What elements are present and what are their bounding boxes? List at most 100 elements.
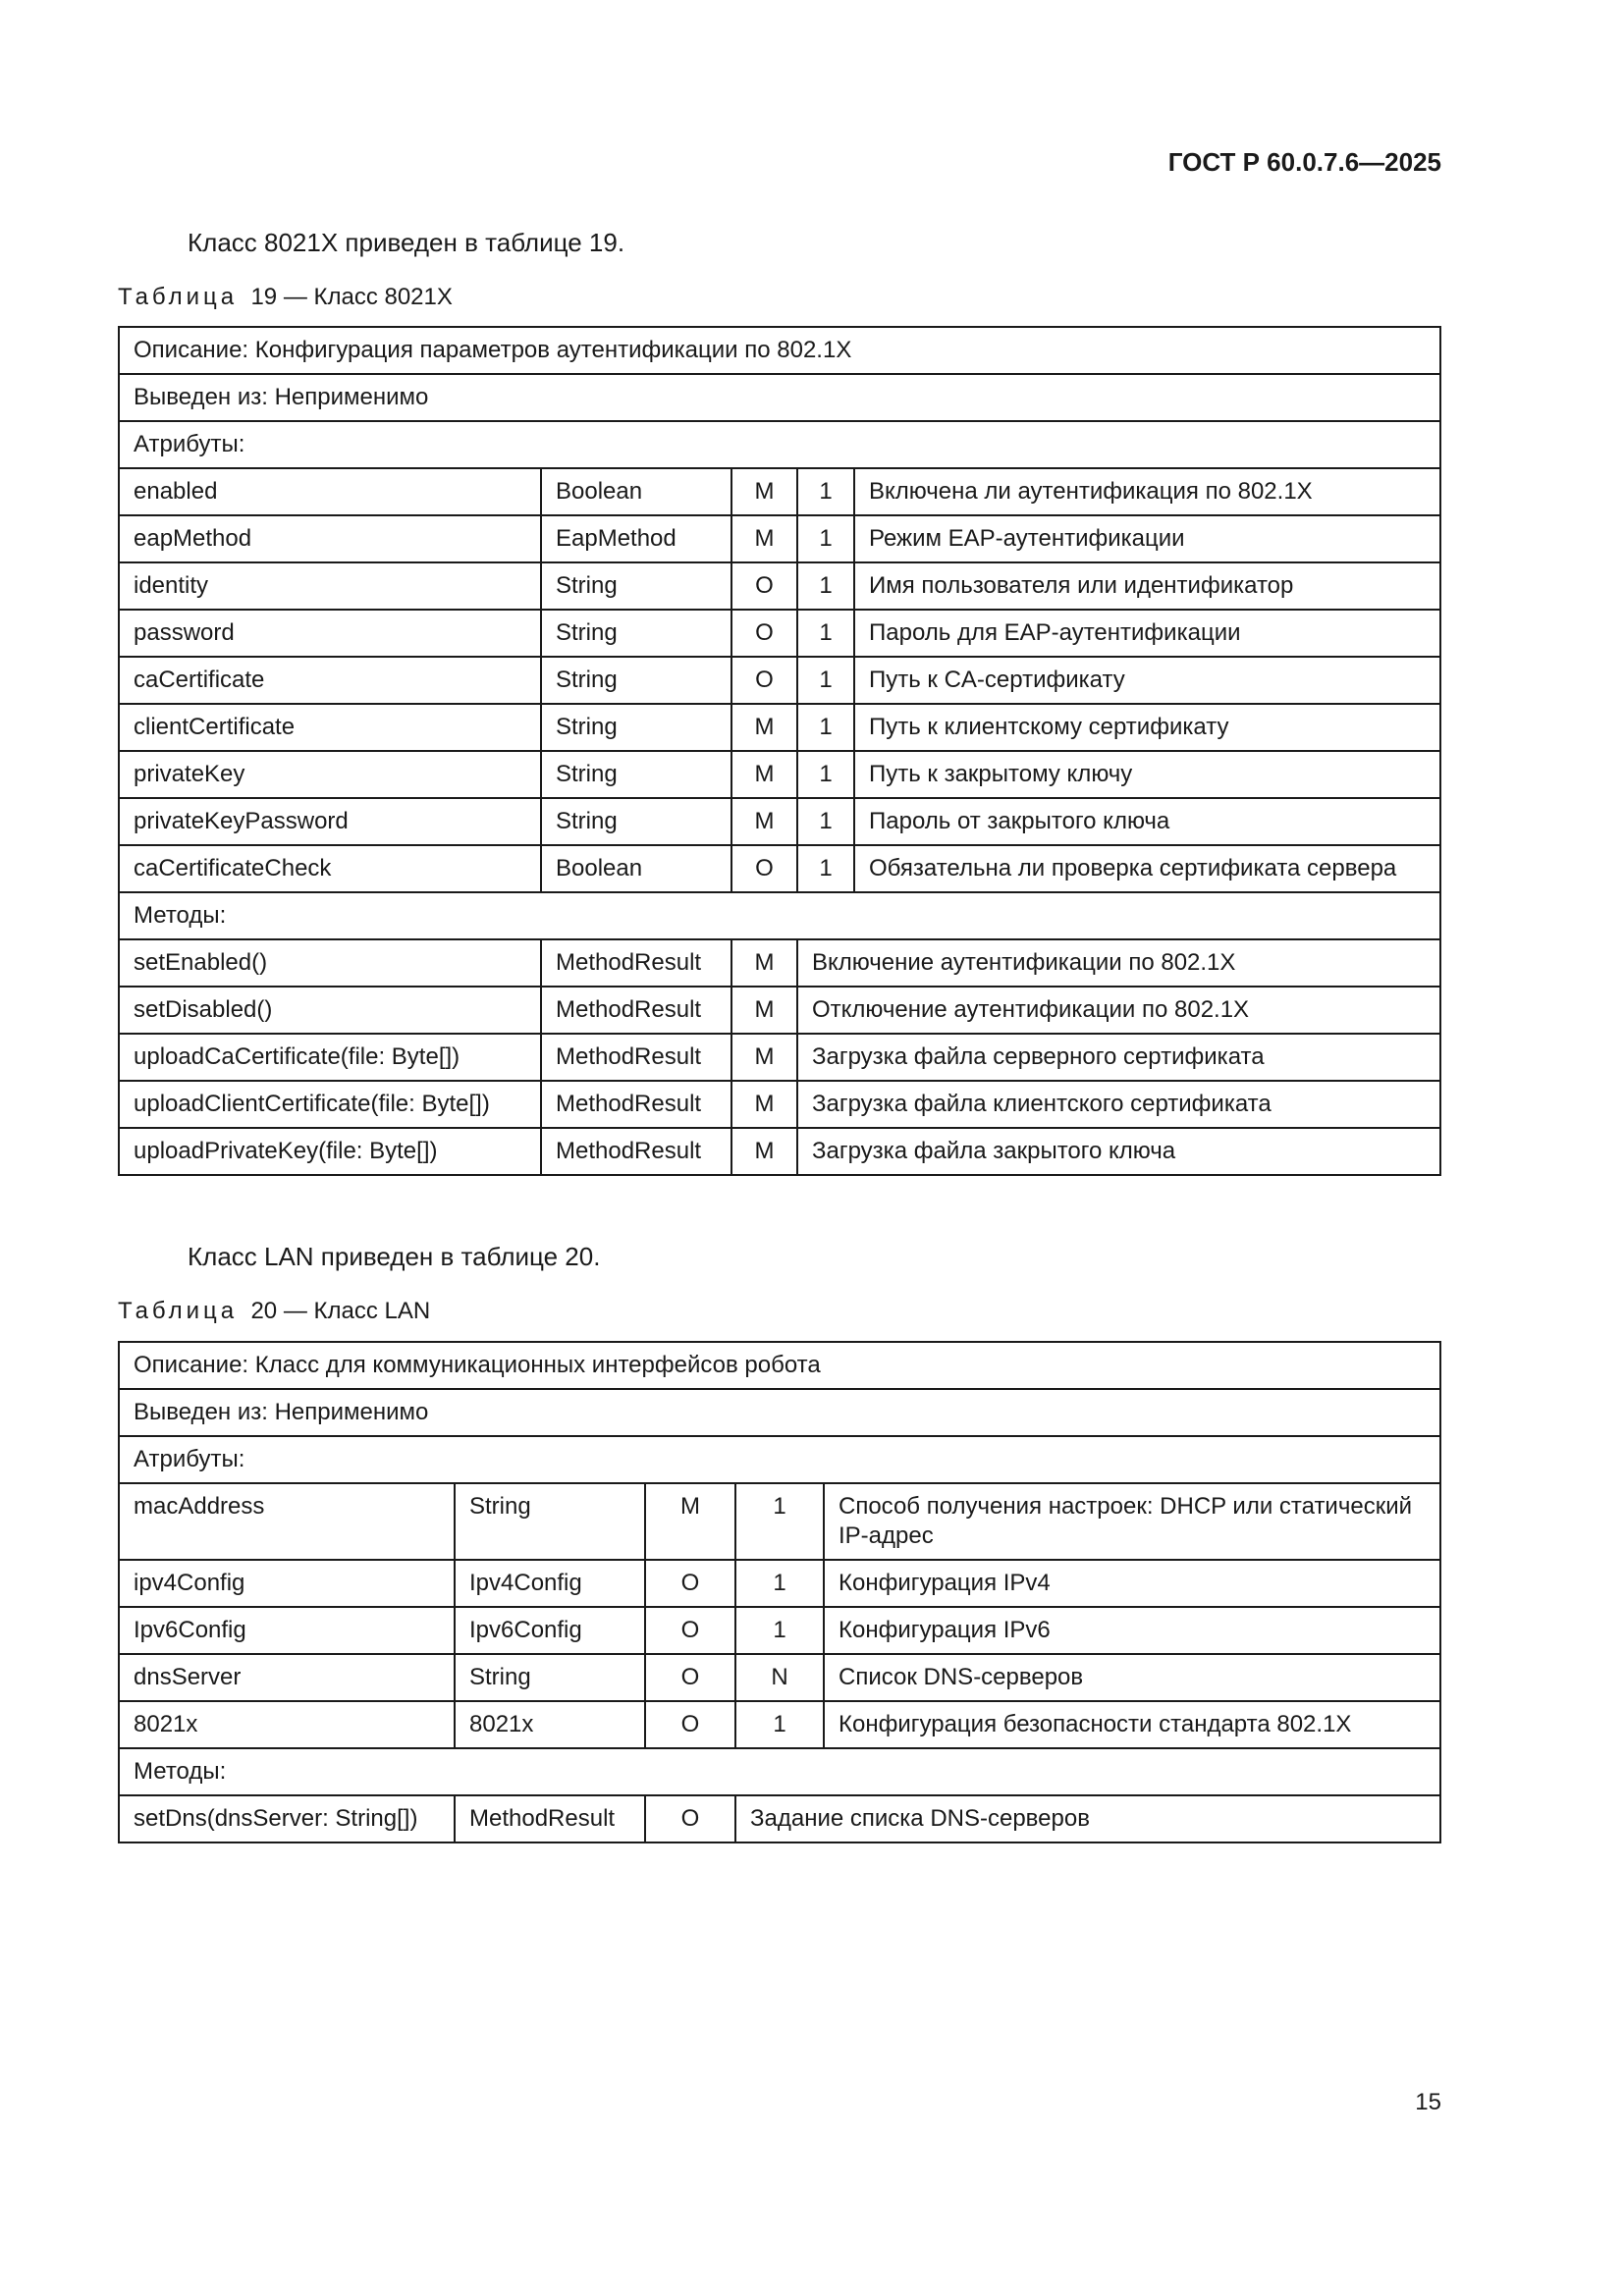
method-row: uploadCaCertificate(file: Byte[]) MethodR… [118, 1033, 1441, 1082]
method-obligation: M [731, 986, 798, 1035]
attribute-row: password String O 1 Пароль для EAP-аутентифи… [118, 609, 1441, 658]
attribute-name: macAddress [118, 1482, 456, 1561]
caption-label: Таблица [118, 1298, 239, 1324]
attribute-type: String [454, 1653, 646, 1702]
attribute-row: 8021x 8021x O 1 Конфигурация безопасности ст… [118, 1700, 1441, 1749]
attribute-multiplicity: N [734, 1653, 825, 1702]
attribute-multiplicity: 1 [796, 514, 855, 563]
attribute-description: Обязательна ли проверка сертификата серв… [853, 844, 1441, 893]
description: Описание: Конфигурация параметров аутент… [118, 326, 1441, 375]
attribute-description: Конфигурация IPv4 [823, 1559, 1441, 1608]
method-description: Загрузка файла серверного сертификата [796, 1033, 1441, 1082]
method-row: uploadClientCertificate(file: Byte[]) Met… [118, 1080, 1441, 1129]
attribute-type: Ipv6Config [454, 1606, 646, 1655]
attribute-description: Способ получения настроек: DHCP или стат… [823, 1482, 1441, 1561]
attribute-name: password [118, 609, 542, 658]
attribute-multiplicity: 1 [796, 844, 855, 893]
attribute-row: Ipv6Config Ipv6Config O 1 Конфигурация IPv6 [118, 1606, 1441, 1655]
method-row: setDns(dnsServer: String[]) MethodResult O… [118, 1794, 1441, 1843]
attribute-description: Путь к CA-сертификату [853, 656, 1441, 705]
attribute-name: 8021x [118, 1700, 456, 1749]
attribute-name: Ipv6Config [118, 1606, 456, 1655]
attribute-name: caCertificate [118, 656, 542, 705]
table-20-class-lan: Описание: Класс для коммуникационных инт… [118, 1341, 1441, 1843]
method-description: Задание списка DNS-серверов [734, 1794, 1441, 1843]
attribute-row: dnsServer String O N Список DNS-серверов [118, 1653, 1441, 1702]
table-20-caption: Таблица 20 — Класс LAN [118, 1298, 430, 1325]
attribute-obligation: O [731, 561, 798, 611]
method-description: Отключение аутентификации по 802.1X [796, 986, 1441, 1035]
method-name: uploadPrivateKey(file: Byte[]) [118, 1127, 542, 1176]
attribute-name: privateKeyPassword [118, 797, 542, 846]
attribute-type: String [540, 656, 732, 705]
attribute-obligation: M [731, 703, 798, 752]
attribute-obligation: O [731, 844, 798, 893]
document-code: ГОСТ Р 60.0.7.6—2025 [1167, 147, 1441, 177]
attribute-description: Список DNS-серверов [823, 1653, 1441, 1702]
attribute-description: Включена ли аутентификация по 802.1X [853, 467, 1441, 516]
attribute-type: String [540, 561, 732, 611]
attribute-obligation: M [731, 750, 798, 799]
attributes-header-row: Атрибуты: [118, 1435, 1441, 1484]
method-row: setEnabled() MethodResult M Включение аутен… [118, 938, 1441, 988]
attribute-multiplicity: 1 [796, 703, 855, 752]
method-obligation: M [731, 1080, 798, 1129]
method-obligation: M [731, 938, 798, 988]
attribute-obligation: M [731, 467, 798, 516]
method-return-type: MethodResult [540, 1033, 732, 1082]
attribute-name: dnsServer [118, 1653, 456, 1702]
attribute-obligation: O [644, 1653, 736, 1702]
attribute-multiplicity: 1 [796, 797, 855, 846]
attributes-header: Атрибуты: [118, 420, 1441, 469]
attribute-row: privateKey String M 1 Путь к закрытому ключу [118, 750, 1441, 799]
method-description: Загрузка файла клиентского сертификата [796, 1080, 1441, 1129]
attribute-multiplicity: 1 [796, 467, 855, 516]
attribute-type: Boolean [540, 467, 732, 516]
table-19-intro: Класс 8021X приведен в таблице 19. [188, 228, 625, 257]
method-return-type: MethodResult [540, 986, 732, 1035]
attribute-description: Конфигурация IPv6 [823, 1606, 1441, 1655]
table-20-intro: Класс LAN приведен в таблице 20. [188, 1242, 601, 1271]
attribute-type: String [454, 1482, 646, 1561]
attribute-obligation: O [731, 656, 798, 705]
attribute-row: privateKeyPassword String M 1 Пароль от закр… [118, 797, 1441, 846]
derived-from-row: Выведен из: Неприменимо [118, 373, 1441, 422]
attribute-name: privateKey [118, 750, 542, 799]
description: Описание: Класс для коммуникационных инт… [118, 1341, 1441, 1390]
attribute-row: macAddress String M 1 Способ получения настр… [118, 1482, 1441, 1561]
attribute-description: Имя пользователя или идентификатор [853, 561, 1441, 611]
attribute-obligation: M [644, 1482, 736, 1561]
method-return-type: MethodResult [454, 1794, 646, 1843]
derived-from-row: Выведен из: Неприменимо [118, 1388, 1441, 1437]
attribute-name: clientCertificate [118, 703, 542, 752]
attribute-multiplicity: 1 [734, 1482, 825, 1561]
method-description: Включение аутентификации по 802.1X [796, 938, 1441, 988]
method-name: uploadClientCertificate(file: Byte[]) [118, 1080, 542, 1129]
method-name: setDns(dnsServer: String[]) [118, 1794, 456, 1843]
attribute-row: clientCertificate String M 1 Путь к клиентск… [118, 703, 1441, 752]
attribute-name: enabled [118, 467, 542, 516]
derived-from: Выведен из: Неприменимо [118, 1388, 1441, 1437]
attribute-description: Пароль для EAP-аутентификации [853, 609, 1441, 658]
attribute-multiplicity: 1 [796, 609, 855, 658]
attributes-header: Атрибуты: [118, 1435, 1441, 1484]
attribute-multiplicity: 1 [734, 1700, 825, 1749]
attribute-multiplicity: 1 [796, 750, 855, 799]
attribute-row: ipv4Config Ipv4Config O 1 Конфигурация IPv4 [118, 1559, 1441, 1608]
method-return-type: MethodResult [540, 1080, 732, 1129]
attribute-obligation: M [731, 797, 798, 846]
attribute-type: String [540, 703, 732, 752]
table-19-caption: Таблица 19 — Класс 8021X [118, 284, 453, 311]
methods-header-row: Методы: [118, 1747, 1441, 1796]
method-return-type: MethodResult [540, 1127, 732, 1176]
attribute-type: 8021x [454, 1700, 646, 1749]
attribute-multiplicity: 1 [796, 561, 855, 611]
attribute-name: eapMethod [118, 514, 542, 563]
method-name: uploadCaCertificate(file: Byte[]) [118, 1033, 542, 1082]
attribute-name: caCertificateCheck [118, 844, 542, 893]
attribute-multiplicity: 1 [734, 1606, 825, 1655]
attribute-type: String [540, 609, 732, 658]
method-name: setEnabled() [118, 938, 542, 988]
method-obligation: M [731, 1127, 798, 1176]
attribute-row: eapMethod EapMethod M 1 Режим EAP-аутентифик… [118, 514, 1441, 563]
